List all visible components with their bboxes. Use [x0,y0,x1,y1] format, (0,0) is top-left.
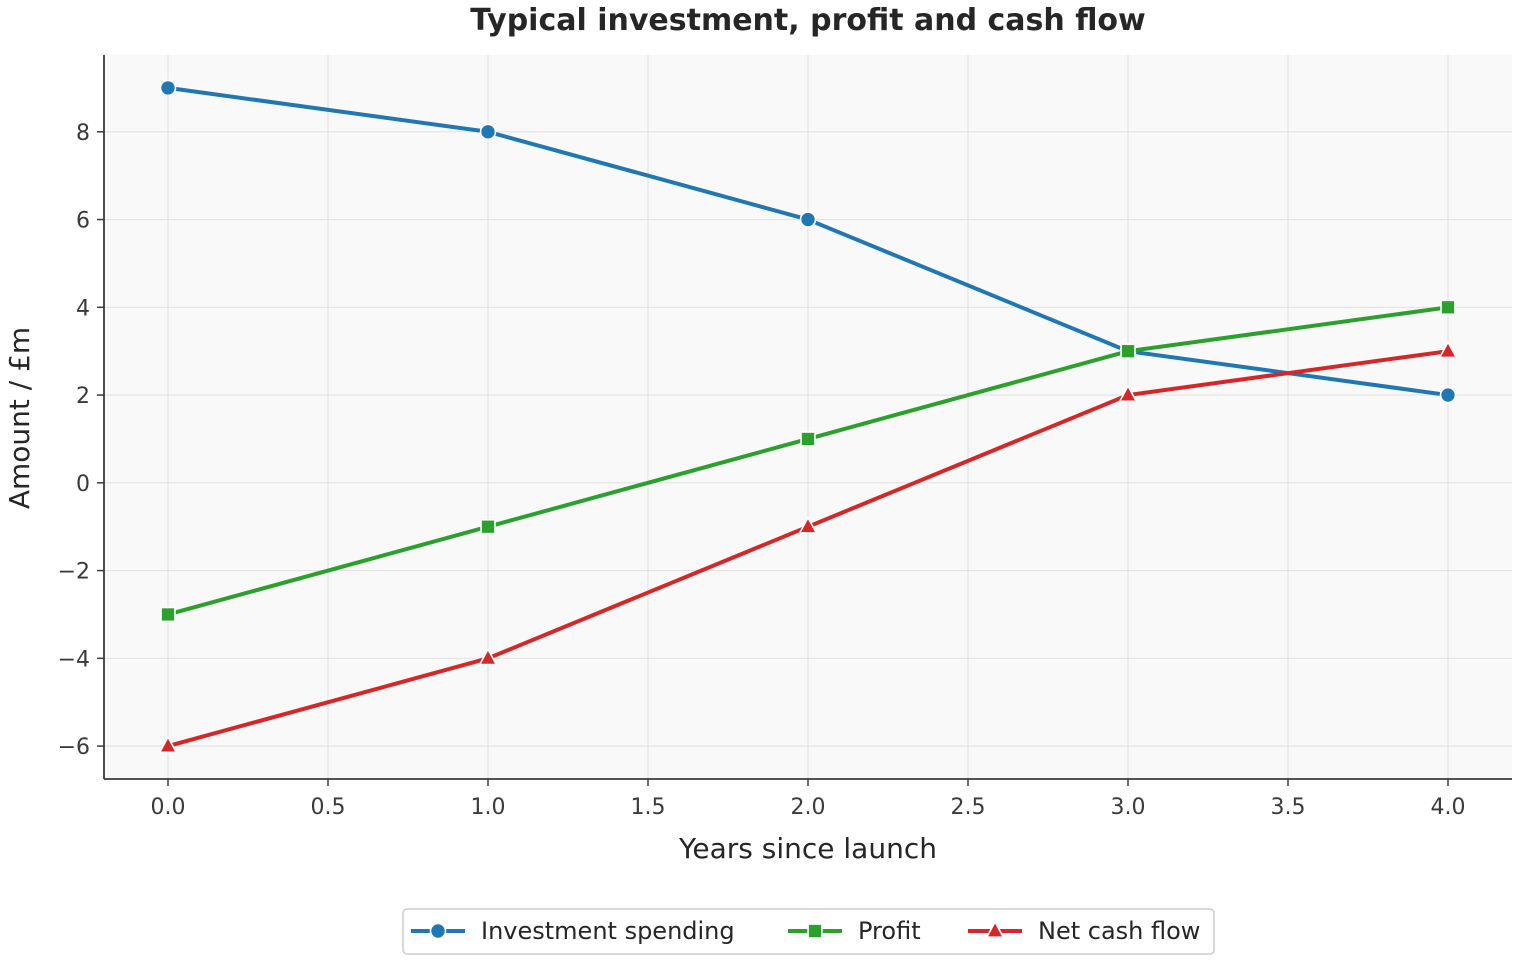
data-point-square [800,431,816,447]
axes [97,55,1512,786]
legend-item: Profit [788,917,921,945]
legend-item: Net cash flow [968,917,1200,945]
data-point-circle [799,211,817,228]
chart-title: Typical investment, profit and cash flow [470,3,1146,38]
series-net-cash-flow [158,341,1458,754]
y-tick-label: −6 [58,735,90,760]
legend-marker-circle [429,922,447,940]
series-investment-spending [159,79,1457,404]
data-point-triangle [158,736,178,754]
legend: Investment spending Profit Net cash flow [402,908,1215,955]
y-tick-label: 8 [76,121,90,146]
legend-item: Investment spending [411,917,735,945]
data-point-circle [1439,386,1457,404]
x-tick-label: 3.5 [1271,795,1306,820]
legend-label: Profit [858,917,921,945]
y-tick-label: −2 [58,560,90,585]
x-tick-label: 0.0 [151,795,186,820]
data-point-triangle [1118,385,1138,403]
legend-marker-square [807,923,823,939]
data-point-triangle [478,648,498,666]
data-point-square [1120,343,1136,359]
data-point-square [160,606,176,623]
y-tick-label: 6 [76,209,90,234]
data-point-triangle [1438,341,1458,359]
data-point-circle [159,79,177,97]
y-tick-label: 2 [76,384,90,409]
x-tick-label: 1.5 [631,795,666,820]
x-tick-label: 0.5 [311,795,346,820]
data-point-square [480,518,496,535]
legend-label: Net cash flow [1038,917,1200,945]
legend-marker-triangle [985,921,1005,938]
x-tick-label: 3.0 [1111,795,1146,820]
x-tick-label: 4.0 [1431,795,1466,820]
data-point-circle [479,123,497,141]
y-axis-label: Amount / £m [3,327,36,509]
data-point-square [1440,299,1456,316]
series-lines [158,79,1458,754]
y-tick-label: −4 [58,647,90,672]
legend-label: Investment spending [481,917,735,945]
x-tick-label: 2.0 [791,795,826,820]
x-tick-label: 1.0 [471,795,506,820]
data-point-triangle [798,516,818,534]
x-axis-label: Years since launch [678,832,937,865]
grid-lines [104,55,1512,779]
y-tick-label: 4 [76,296,90,321]
x-tick-label: 2.5 [951,795,986,820]
tick-labels: 0.0 0.5 1.0 1.5 2.0 2.5 3.0 3.5 4.0 −6 −4 −2 0 2 4 6 8 [58,121,1466,820]
y-tick-label: 0 [76,472,90,497]
series-profit [160,299,1456,623]
